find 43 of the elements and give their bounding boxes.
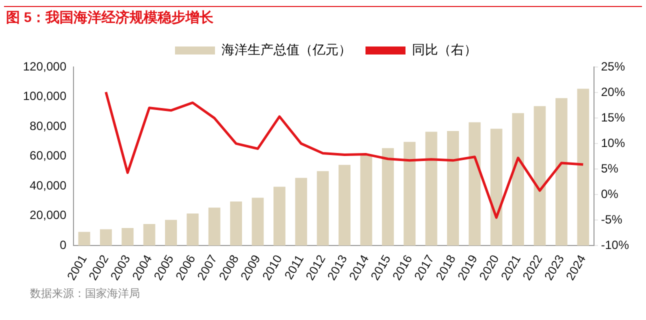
y-tick-label: 40,000 bbox=[30, 178, 67, 192]
y2-tick-label: 20% bbox=[600, 84, 626, 99]
bar bbox=[316, 171, 329, 246]
y-tick-label: 0 bbox=[60, 238, 67, 252]
y-tick-label: 100,000 bbox=[22, 89, 67, 104]
bar bbox=[230, 201, 242, 246]
bar bbox=[100, 229, 112, 246]
bar bbox=[78, 232, 90, 246]
y-tick-label: 120,000 bbox=[22, 59, 67, 74]
bar bbox=[143, 224, 156, 246]
y-tick-label: 60,000 bbox=[30, 148, 67, 163]
bar bbox=[122, 228, 134, 246]
bar bbox=[468, 122, 481, 246]
chart-title: 图 5：我国海洋经济规模稳步增长 bbox=[6, 9, 214, 27]
bar bbox=[555, 98, 568, 246]
bar bbox=[490, 128, 502, 246]
bar bbox=[165, 220, 177, 246]
bar bbox=[338, 164, 350, 246]
bar bbox=[425, 132, 438, 246]
bar bbox=[447, 131, 459, 246]
y2-tick-label: 5% bbox=[600, 161, 619, 176]
y2-tick-label: 15% bbox=[600, 110, 626, 124]
bar bbox=[577, 88, 590, 246]
bar bbox=[534, 106, 546, 246]
bar bbox=[273, 186, 286, 246]
y-tick-label: 80,000 bbox=[30, 118, 67, 133]
legend-label: 海洋生产总值（亿元） bbox=[222, 42, 352, 58]
y2-tick-label: 10% bbox=[600, 136, 626, 150]
y2-tick-label: 25% bbox=[600, 59, 626, 74]
y-tick-label: 20,000 bbox=[30, 208, 67, 222]
bar bbox=[404, 142, 416, 246]
bar bbox=[360, 155, 372, 246]
legend-label: 同比（右） bbox=[412, 42, 477, 58]
y2-tick-label: 0% bbox=[600, 186, 619, 201]
y2-tick-label: -5% bbox=[600, 212, 623, 226]
bar bbox=[252, 198, 264, 246]
bar bbox=[186, 214, 199, 246]
bar bbox=[295, 178, 308, 246]
y2-tick-label: -10% bbox=[600, 238, 630, 252]
bar bbox=[512, 113, 524, 246]
source-note: 数据来源：国家海洋局 bbox=[30, 286, 140, 301]
bar bbox=[208, 208, 220, 246]
bar bbox=[382, 148, 394, 246]
